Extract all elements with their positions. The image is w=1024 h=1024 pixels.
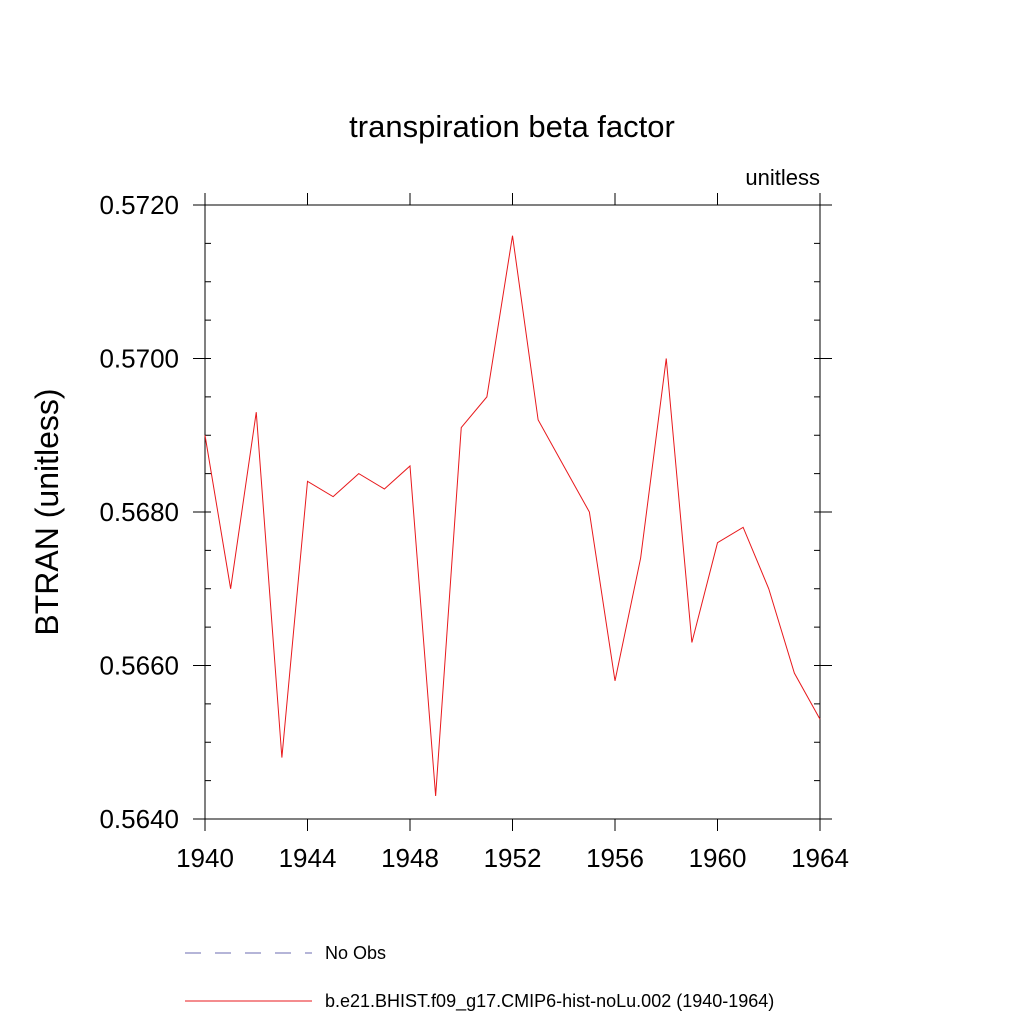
legend: No Obs b.e21.BHIST.f09_g17.CMIP6-hist-no… xyxy=(185,943,774,1012)
y-tick-label: 0.5700 xyxy=(99,344,179,374)
x-tick-label: 1948 xyxy=(381,843,439,873)
y-axis-label: BTRAN (unitless) xyxy=(29,388,65,635)
x-tick-label: 1952 xyxy=(484,843,542,873)
y-tick-label: 0.5720 xyxy=(99,190,179,220)
axis-tick-labels: 1940 1944 1948 1952 1956 1960 1964 0.5640 0.5660… xyxy=(99,190,848,873)
axis-ticks xyxy=(193,193,832,831)
legend-label-series: b.e21.BHIST.f09_g17.CMIP6-hist-noLu.002 … xyxy=(325,991,774,1012)
x-tick-label: 1964 xyxy=(791,843,849,873)
y-tick-label: 0.5680 xyxy=(99,497,179,527)
x-tick-label: 1960 xyxy=(689,843,747,873)
y-tick-label: 0.5660 xyxy=(99,651,179,681)
series-line xyxy=(204,235,821,797)
chart-title: transpiration beta factor xyxy=(349,109,675,144)
x-tick-label: 1940 xyxy=(176,843,234,873)
x-tick-label: 1944 xyxy=(279,843,337,873)
legend-label-no-obs: No Obs xyxy=(325,943,386,963)
y-tick-label: 0.5640 xyxy=(99,804,179,834)
series-layer xyxy=(204,235,821,797)
plot-frame xyxy=(204,204,821,820)
units-label: unitless xyxy=(745,165,820,190)
x-tick-label: 1956 xyxy=(586,843,644,873)
